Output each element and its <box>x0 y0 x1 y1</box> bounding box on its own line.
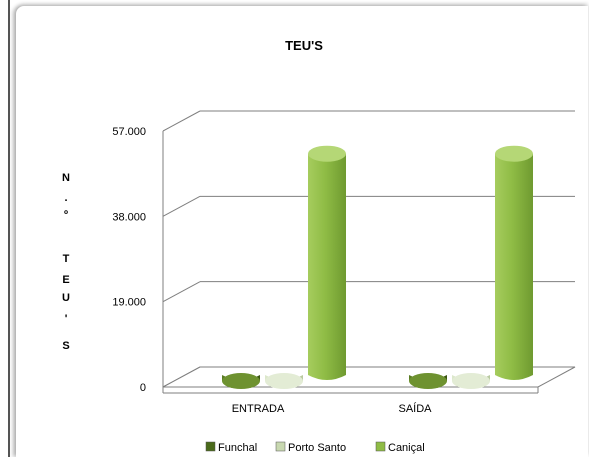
bar-top <box>265 373 303 389</box>
y-axis-label-char: N <box>62 172 70 184</box>
legend-label: Funchal <box>218 442 257 454</box>
legend: Funchal Porto Santo Caniçal <box>205 441 425 454</box>
legend-label: Porto Santo <box>288 442 346 454</box>
gridline-side <box>162 281 201 303</box>
window-left-border <box>0 0 10 457</box>
bar-top <box>452 373 490 389</box>
bar-top <box>222 373 260 389</box>
y-axis-label-char: U <box>62 292 70 304</box>
legend-swatch <box>375 441 386 452</box>
y-axis-label-char: T <box>63 253 70 265</box>
y-axis-label-char: S <box>62 340 69 352</box>
bar <box>308 153 346 380</box>
legend-swatch <box>205 441 216 452</box>
legend-swatch <box>275 441 286 452</box>
y-axis-label-char: ' <box>65 313 68 325</box>
y-axis-label: N. º TEU ' S <box>62 172 70 352</box>
y-axis-label-char: º <box>64 209 68 221</box>
gridline-side <box>162 195 201 217</box>
y-axis-label-char: E <box>62 274 69 286</box>
bar <box>495 153 533 380</box>
bars <box>222 145 533 389</box>
y-tick-label: 57.000 <box>112 126 146 138</box>
bar-top <box>409 373 447 389</box>
category-label: SAÍDA <box>398 402 432 415</box>
y-tick-labels: 0 19.000 38.000 57.000 <box>112 126 146 394</box>
y-tick-label: 38.000 <box>112 211 146 223</box>
legend-label: Caniçal <box>388 442 425 454</box>
y-axis-label-char: . <box>64 192 67 204</box>
gridline-side <box>162 110 201 132</box>
category-label: ENTRADA <box>232 403 285 415</box>
y-tick-label: 19.000 <box>112 297 146 309</box>
bar-top <box>308 145 346 162</box>
bar-top <box>495 145 533 162</box>
category-labels: ENTRADA SAÍDA <box>232 402 432 415</box>
y-tick-label: 0 <box>140 382 146 394</box>
chart-title: TEU'S <box>285 38 323 53</box>
